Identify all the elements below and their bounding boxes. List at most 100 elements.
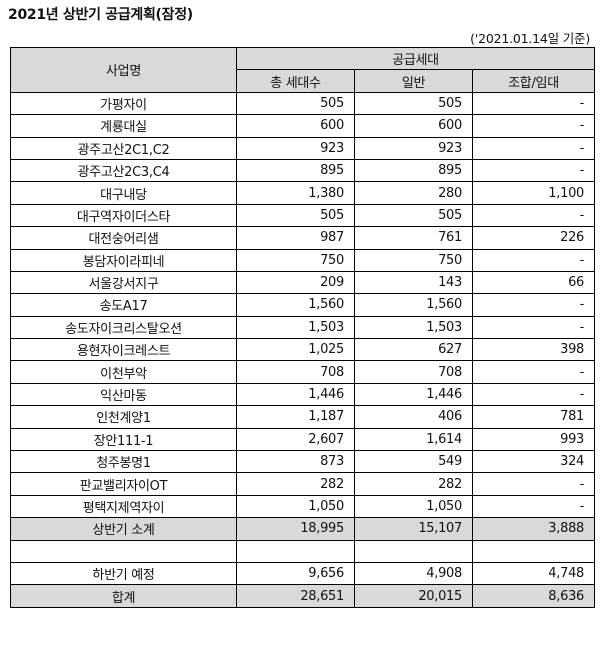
grand-total-total: 28,651 [236,584,355,608]
general-units: 708 [354,360,473,384]
total-units: 895 [236,158,355,183]
general-units: 1,446 [354,382,473,407]
union-units: - [471,248,596,272]
general-units: 280 [354,181,473,205]
union-units: - [471,293,596,317]
total-units: 505 [236,91,355,116]
union-units: 398 [471,338,596,362]
header-union-rental: 조합/임대 [471,69,596,93]
table-row: 이천부악 708 708- [10,360,596,384]
union-units: - [471,136,596,160]
table-row: 봉담자이라피네 750 750- [10,248,596,272]
union-units: 226 [471,226,596,250]
grand-total-union: 8,636 [471,584,596,608]
table-row: 용현자이크레스트 1,025 627 398 [10,338,596,362]
project-name: 청주봉명1 [10,450,237,474]
project-name: 가평자이 [10,91,237,116]
project-name: 봉담자이라피네 [10,248,237,272]
general-units: 1,503 [354,315,473,340]
supply-plan-table: 사업명 공급세대 총 세대수 일반 조합/임대 가평자이 505 505- 계룡대실 6… [10,46,596,608]
table-row: 익산마동 1,446 1,446- [10,382,596,407]
general-units: 1,560 [354,293,473,317]
project-name: 장안111-1 [10,427,237,452]
project-name: 계룡대실 [10,114,237,138]
table-row: 대구역자이더스타 505 505- [10,203,596,228]
total-units: 282 [236,472,355,496]
total-units: 1,503 [236,315,355,340]
union-units: 1,100 [471,181,596,205]
table-row: 계룡대실 600 600- [10,114,596,138]
table-row: 서울강서지구 209 143 66 [10,270,596,295]
general-units: 1,614 [354,427,473,452]
project-name: 송도A17 [10,293,237,317]
total-units: 1,380 [236,181,355,205]
total-units: 708 [236,360,355,384]
total-units: 209 [236,270,355,295]
total-units: 750 [236,248,355,272]
general-units: 600 [354,114,473,138]
header-general: 일반 [354,69,473,93]
table-row: 대구내당 1,380 280 1,100 [10,181,596,205]
grand-total-label: 합계 [10,584,237,608]
union-units: 66 [471,270,596,295]
subtotal-union: 3,888 [471,517,596,541]
union-units: - [471,494,596,519]
total-units: 600 [236,114,355,138]
header-total-units: 총 세대수 [236,69,355,93]
total-units: 1,446 [236,382,355,407]
table-row: 가평자이 505 505- [10,91,596,116]
general-units: 750 [354,248,473,272]
table-row: 광주고산2C1,C2 923 923- [10,136,596,160]
table-row: 대전숭어리샘 987 761 226 [10,226,596,250]
project-name: 익산마동 [10,382,237,407]
general-units: 549 [354,450,473,474]
table-row: 평택지제역자이 1,050 1,050- [10,494,596,519]
general-units: 143 [354,270,473,295]
union-units: - [471,472,596,496]
union-units: 324 [471,450,596,474]
general-units: 627 [354,338,473,362]
subtotal-row: 상반기 소계 18,995 15,107 3,888 [10,517,596,541]
grand-total-general: 20,015 [354,584,473,608]
project-name: 용현자이크레스트 [10,338,237,362]
table-row: 송도A17 1,560 1,560- [10,293,596,317]
subtotal-total: 18,995 [236,517,355,541]
table-row: 광주고산2C3,C4 895 895- [10,158,596,183]
page-title: 2021년 상반기 공급계획(잠정) [8,7,193,23]
total-units: 1,050 [236,494,355,519]
union-units: 781 [471,405,596,429]
project-name: 광주고산2C3,C4 [10,158,237,183]
union-units: - [471,382,596,407]
union-units: - [471,91,596,116]
union-units: - [471,203,596,228]
general-units: 406 [354,405,473,429]
table-row: 장안111-1 2,607 1,614 993 [10,427,596,452]
project-name: 이천부악 [10,360,237,384]
union-units: - [471,315,596,340]
header-project-name: 사업명 [10,47,237,93]
total-units: 987 [236,226,355,250]
general-units: 761 [354,226,473,250]
total-units: 1,025 [236,338,355,362]
second-half-row: 하반기 예정 9,656 4,908 4,748 [10,561,596,586]
general-units: 1,050 [354,494,473,519]
grand-total-row: 합계 28,651 20,015 8,636 [10,584,596,608]
second-half-union: 4,748 [471,561,596,586]
union-units: 993 [471,427,596,452]
base-date-note: ('2021.01.14일 기준) [470,31,590,46]
general-units: 505 [354,91,473,116]
table-row: 판교밸리자이OT 282 282- [10,472,596,496]
total-units: 2,607 [236,427,355,452]
header-supply-units: 공급세대 [235,46,596,71]
subtotal-general: 15,107 [354,517,473,541]
total-units: 505 [236,203,355,228]
total-units: 1,187 [236,405,355,429]
table-row: 청주봉명1 873 549 324 [10,450,596,474]
blank-row [10,539,596,563]
table-row: 인천계양1 1,187 406 781 [10,405,596,429]
general-units: 895 [354,158,473,183]
project-name: 판교밸리자이OT [10,472,237,496]
union-units: - [471,158,596,183]
general-units: 923 [354,136,473,160]
project-name: 송도자이크리스탈오션 [10,315,237,340]
